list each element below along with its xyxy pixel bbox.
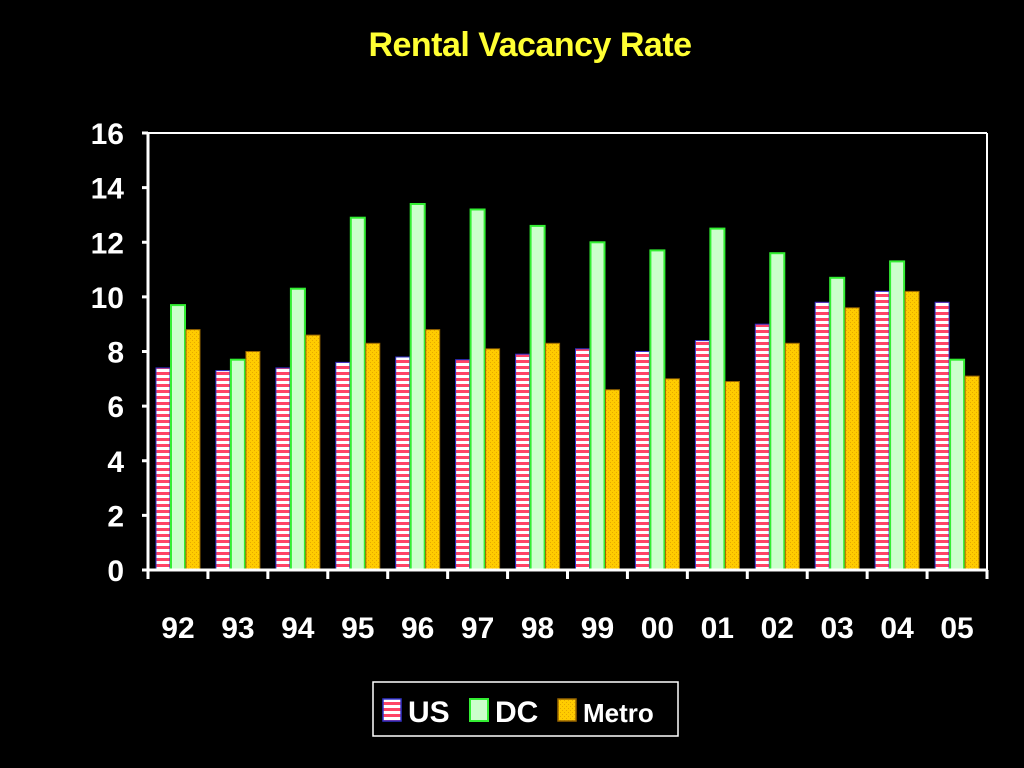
bar-metro-01 [724, 381, 740, 571]
bar-us-01 [694, 340, 710, 571]
legend-label-dc: DC [495, 696, 538, 729]
x-tick-label-93: 93 [221, 612, 254, 645]
x-tick-label-02: 02 [761, 612, 794, 645]
bar-us-02 [754, 323, 770, 571]
bar-dc-05 [949, 358, 966, 572]
bar-metro-93 [245, 351, 261, 571]
y-tick-label-10: 10 [91, 282, 124, 315]
bar-us-93 [215, 370, 231, 571]
legend-swatch-metro [557, 698, 577, 722]
bar-dc-96 [409, 203, 426, 571]
x-tick-label-04: 04 [880, 612, 914, 645]
x-tick-label-03: 03 [820, 612, 853, 645]
y-tick-label-6: 6 [107, 391, 124, 424]
bar-dc-92 [170, 304, 186, 571]
legend-swatch-dc [469, 698, 489, 722]
y-tick-label-4: 4 [107, 446, 124, 479]
bar-us-98 [515, 353, 531, 571]
legend: US DC Metro [372, 681, 679, 737]
bar-dc-95 [349, 216, 366, 571]
y-tick-label-0: 0 [107, 555, 124, 588]
bar-metro-04 [904, 290, 920, 571]
legend-label-metro: Metro [583, 698, 654, 728]
bar-dc-97 [469, 208, 486, 571]
bar-metro-96 [425, 329, 441, 571]
chart-title: Rental Vacancy Rate [368, 26, 692, 64]
bar-us-97 [455, 359, 471, 571]
bar-us-05 [934, 301, 950, 571]
legend-swatch-us [382, 698, 402, 722]
bar-metro-97 [485, 348, 501, 571]
bar-dc-00 [649, 249, 666, 571]
bar-us-03 [814, 301, 830, 571]
legend-box [372, 681, 679, 737]
bar-us-99 [575, 348, 590, 571]
y-tick-label-8: 8 [107, 337, 124, 370]
y-tick-label-12: 12 [91, 227, 124, 260]
x-tick-label-94: 94 [281, 612, 315, 645]
x-tick-label-98: 98 [521, 612, 554, 645]
legend-label-us: US [408, 696, 450, 729]
x-tick-label-01: 01 [701, 612, 734, 645]
x-tick-label-92: 92 [161, 612, 194, 645]
bar-metro-94 [305, 334, 321, 571]
x-tick-label-99: 99 [581, 612, 614, 645]
x-tick-label-05: 05 [940, 612, 973, 645]
bar-dc-93 [229, 358, 246, 572]
bar-us-95 [335, 361, 351, 571]
bar-us-00 [634, 351, 650, 571]
bar-dc-03 [829, 276, 846, 571]
bar-metro-05 [964, 375, 980, 571]
bar-us-92 [155, 367, 171, 571]
bar-metro-00 [664, 378, 680, 571]
bar-dc-94 [289, 287, 306, 571]
y-tick-label-2: 2 [107, 500, 124, 533]
y-tick-label-16: 16 [91, 118, 124, 151]
bar-metro-03 [844, 307, 860, 571]
bar-metro-95 [365, 342, 381, 571]
bar-dc-99 [589, 241, 606, 572]
y-tick-label-14: 14 [91, 173, 125, 206]
bar-us-96 [395, 356, 411, 571]
bar-metro-98 [545, 342, 561, 571]
x-tick-label-96: 96 [401, 612, 434, 645]
bar-metro-92 [185, 329, 201, 571]
bar-dc-02 [769, 252, 786, 571]
bar-us-94 [275, 367, 291, 571]
bar-metro-02 [784, 342, 800, 571]
bar-us-04 [874, 290, 890, 571]
bar-dc-01 [709, 227, 726, 571]
bar-dc-98 [529, 224, 546, 571]
bar-dc-04 [889, 260, 906, 571]
bar-metro-99 [605, 389, 620, 571]
x-tick-label-95: 95 [341, 612, 374, 645]
x-tick-label-97: 97 [461, 612, 494, 645]
x-tick-label-00: 00 [641, 612, 674, 645]
